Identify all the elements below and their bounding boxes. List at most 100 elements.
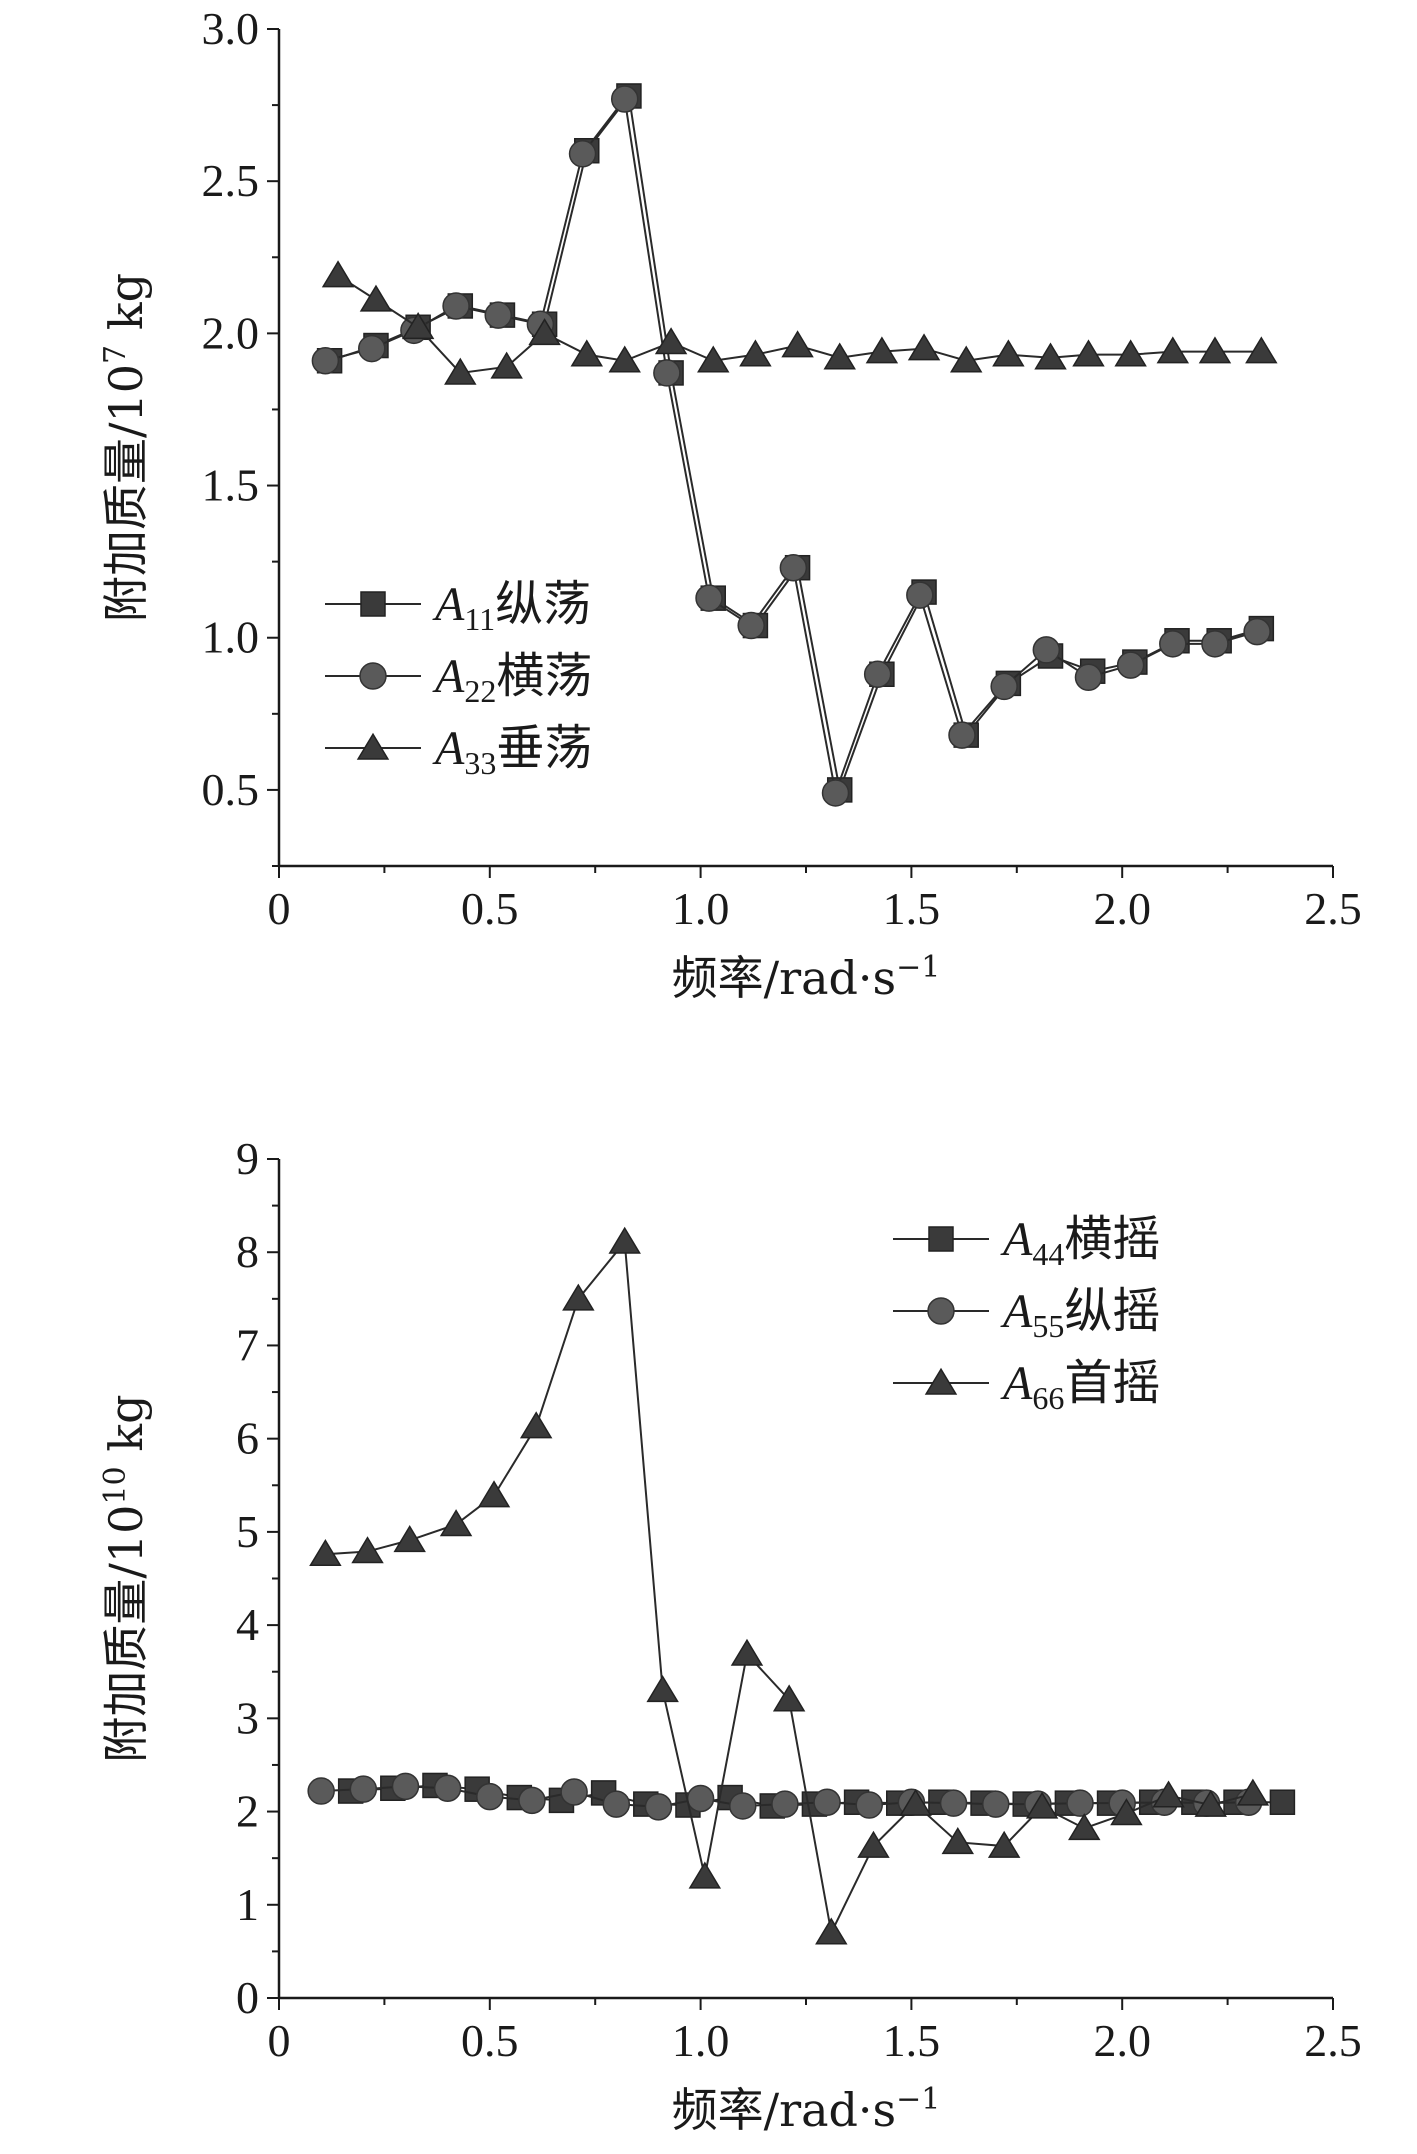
data-point <box>695 584 723 612</box>
data-point <box>442 292 470 320</box>
data-point <box>562 1283 595 1311</box>
y-tick-label: 3.0 <box>202 3 260 54</box>
data-point <box>490 351 523 379</box>
data-point <box>779 553 808 582</box>
data-point <box>439 1509 473 1537</box>
x-tick-label: 1.0 <box>672 2015 730 2066</box>
x-tick-label: 2.5 <box>1304 2015 1362 2066</box>
legend-label: A11纵荡 <box>432 576 591 637</box>
data-point <box>823 342 856 370</box>
data-point <box>1032 636 1061 664</box>
data-point <box>948 721 976 749</box>
data-point <box>309 1539 342 1567</box>
data-point <box>1194 1789 1227 1817</box>
data-point <box>476 1782 504 1811</box>
y-tick-label: 8 <box>236 1226 259 1277</box>
data-point <box>393 1525 426 1553</box>
data-point <box>1025 1791 1059 1819</box>
legend-marker <box>927 1297 955 1325</box>
data-point <box>815 1917 848 1945</box>
data-point <box>688 1861 722 1889</box>
legend-item: A22横荡 <box>325 648 592 709</box>
x-tick-label: 1.5 <box>883 2015 941 2066</box>
data-point <box>899 1788 932 1816</box>
x-tick-label: 1.5 <box>883 883 941 934</box>
y-tick-label: 1.5 <box>202 460 260 511</box>
data-point <box>568 140 597 168</box>
data-point <box>433 1774 462 1802</box>
legend-item: A11纵荡 <box>325 576 591 637</box>
y-tick-label: 0 <box>236 1972 259 2023</box>
data-point <box>444 357 477 385</box>
legend-marker <box>928 1226 954 1252</box>
y-tick-label: 3 <box>236 1692 259 1743</box>
data-point <box>321 260 355 288</box>
legend-marker <box>360 591 386 617</box>
chart-1: 0 0.5 1.0 1.5 2.0 2.5 0.5 1.0 1.5 2.0 2.5 3.0 频率/rad… <box>98 3 1362 1005</box>
legend-marker <box>356 732 390 760</box>
data-point <box>863 660 892 689</box>
data-point <box>729 1792 757 1820</box>
data-point <box>1198 336 1232 364</box>
data-point <box>941 1827 975 1855</box>
y-tick-label: 4 <box>236 1599 259 1650</box>
data-point <box>949 345 983 373</box>
legend-item: A66首摇 <box>893 1355 1160 1416</box>
data-point <box>610 85 639 113</box>
legend-marker <box>359 662 387 690</box>
data-point <box>821 779 850 807</box>
series-A66 <box>309 1226 1270 1945</box>
x-tick-label: 0.5 <box>461 2015 519 2066</box>
data-point <box>906 581 934 609</box>
data-point <box>981 1790 1010 1818</box>
y-tick-label: 9 <box>236 1133 259 1184</box>
data-point <box>939 1789 968 1817</box>
data-point <box>907 333 941 361</box>
x-tick-label: 1.0 <box>672 883 730 934</box>
legend-label: A33垂荡 <box>432 720 592 781</box>
data-point <box>1152 1780 1185 1808</box>
data-point <box>477 1480 511 1508</box>
data-point <box>1243 617 1271 646</box>
x-tick-label: 0 <box>268 2015 291 2066</box>
data-point <box>1269 1789 1296 1815</box>
data-point <box>992 339 1025 367</box>
data-point <box>990 672 1018 701</box>
data-point <box>857 1830 890 1858</box>
x-tick-label: 2.5 <box>1304 883 1362 934</box>
y-tick-label: 2.0 <box>202 307 260 358</box>
data-point <box>697 345 730 373</box>
data-point <box>608 1226 641 1254</box>
data-point <box>401 312 435 340</box>
x-tick-label: 2.0 <box>1093 2015 1151 2066</box>
series-A33 <box>321 260 1278 385</box>
x-tick-label: 0 <box>268 883 291 934</box>
data-point <box>987 1830 1021 1858</box>
data-point <box>739 339 772 367</box>
data-point <box>1245 336 1278 364</box>
legend-label: A66首摇 <box>1000 1355 1160 1416</box>
data-point <box>653 359 681 387</box>
data-point <box>771 1790 799 1818</box>
data-point <box>602 1790 631 1818</box>
data-point <box>1116 651 1145 679</box>
data-point <box>519 1411 553 1439</box>
data-point <box>1156 336 1190 364</box>
y-tick-label: 5 <box>236 1506 259 1557</box>
data-point <box>654 327 688 355</box>
data-point <box>351 1536 384 1564</box>
data-point <box>307 1777 335 1805</box>
data-point <box>686 1784 715 1813</box>
data-point <box>865 336 899 364</box>
data-point <box>781 330 814 358</box>
data-point <box>484 301 512 329</box>
data-point <box>855 1791 883 1819</box>
y-tick-label: 6 <box>236 1413 259 1464</box>
legend: A44横摇 A55纵摇 A66首摇 <box>893 1211 1160 1416</box>
legend: A11纵荡 A22横荡 A33垂荡 <box>325 576 592 781</box>
chart-2: 0 0.5 1.0 1.5 2.0 2.5 0 1 2 3 4 5 6 7 8 9 频率/rad·s−1 附加质量… <box>98 1133 1362 2137</box>
data-point <box>349 1775 378 1803</box>
data-point <box>813 1788 841 1816</box>
data-point <box>1074 663 1103 692</box>
y-tick-label: 2.5 <box>202 155 260 206</box>
